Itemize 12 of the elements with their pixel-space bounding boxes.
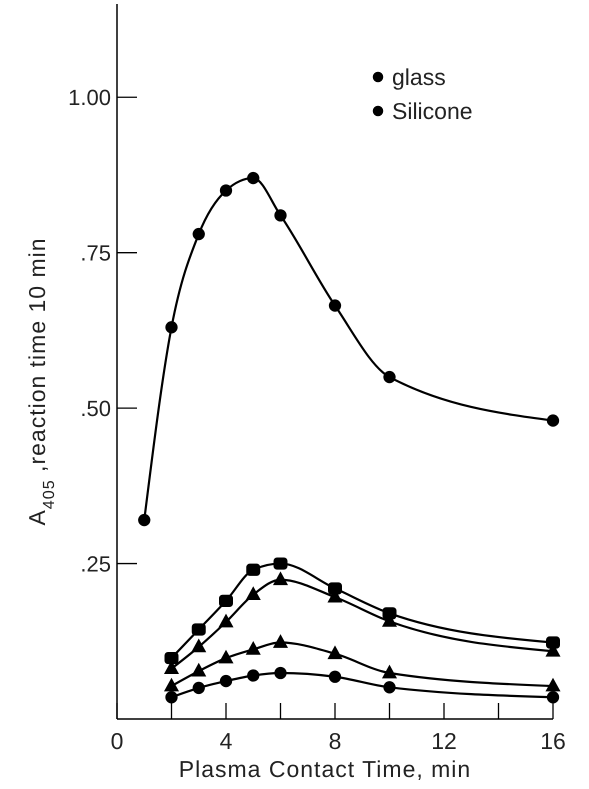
x-tick-label: 4 <box>220 728 233 754</box>
x-tick-label: 0 <box>110 728 124 754</box>
x-tick-label: 16 <box>540 728 566 754</box>
y-tick-label: .50 <box>80 396 111 421</box>
y-tick-label: .25 <box>80 551 111 576</box>
legend-label: Silicone <box>392 98 473 124</box>
y-tick-label: .75 <box>80 240 111 266</box>
x-tick-label: 8 <box>328 728 342 754</box>
x-axis-title: Plasma Contact Time, min <box>178 756 472 782</box>
x-tick-label: 12 <box>431 728 457 754</box>
y-tick-label: 1.00 <box>68 84 111 110</box>
legend-label: glass <box>392 64 446 90</box>
